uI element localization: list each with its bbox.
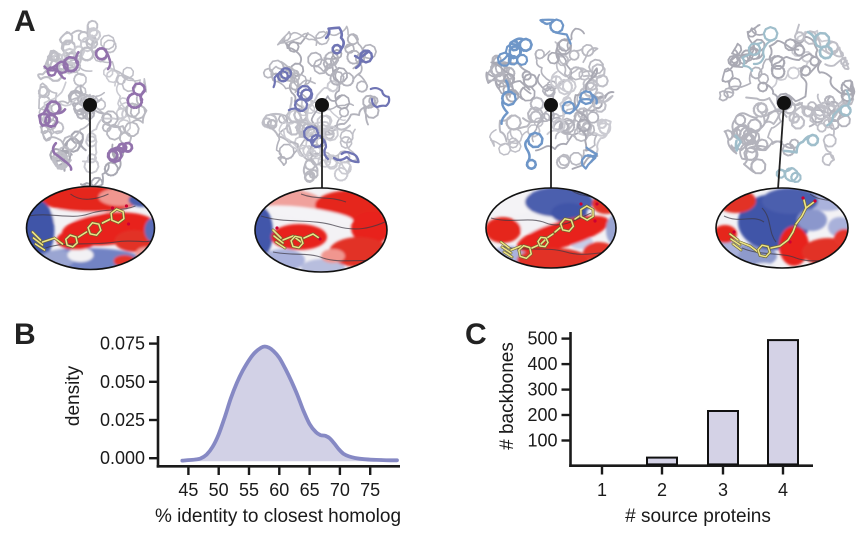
svg-text:65: 65: [300, 480, 320, 500]
svg-text:B: B: [14, 318, 36, 351]
svg-text:C: C: [465, 318, 487, 351]
svg-text:50: 50: [209, 480, 229, 500]
svg-text:75: 75: [360, 480, 380, 500]
svg-text:% identity to closest homolog: % identity to closest homolog: [155, 506, 401, 527]
svg-text:# source proteins: # source proteins: [625, 506, 771, 527]
svg-text:1: 1: [597, 480, 607, 500]
svg-text:0.025: 0.025: [100, 410, 145, 430]
svg-text:density: density: [63, 365, 84, 426]
svg-text:0.000: 0.000: [100, 448, 145, 468]
svg-text:200: 200: [527, 405, 557, 425]
svg-text:0.050: 0.050: [100, 372, 145, 392]
svg-text:3: 3: [718, 480, 728, 500]
svg-text:55: 55: [239, 480, 259, 500]
svg-text:100: 100: [527, 431, 557, 451]
svg-text:400: 400: [527, 354, 557, 374]
svg-text:70: 70: [330, 480, 350, 500]
svg-text:500: 500: [527, 329, 557, 349]
svg-text:60: 60: [269, 480, 289, 500]
svg-text:A: A: [14, 5, 36, 38]
svg-text:0.075: 0.075: [100, 334, 145, 354]
svg-text:300: 300: [527, 380, 557, 400]
svg-text:45: 45: [178, 480, 198, 500]
svg-text:4: 4: [778, 480, 788, 500]
svg-text:# backbones: # backbones: [497, 342, 518, 450]
svg-text:2: 2: [657, 480, 667, 500]
